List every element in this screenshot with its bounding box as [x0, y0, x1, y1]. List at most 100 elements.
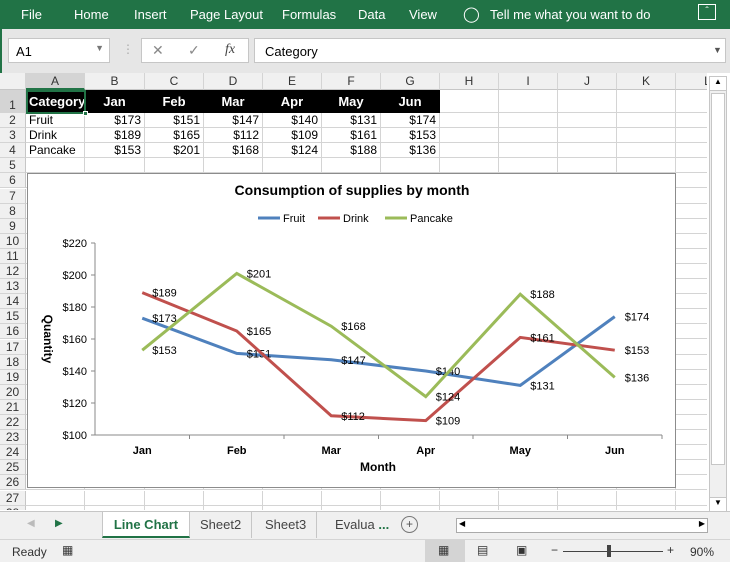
cell-L5[interactable]	[676, 158, 707, 174]
cell-L7[interactable]	[676, 189, 707, 204]
cell-A2[interactable]: Fruit	[26, 113, 85, 129]
cell-G4[interactable]: $136	[381, 143, 440, 159]
column-header-E[interactable]: E	[263, 73, 322, 90]
cell-C27[interactable]	[145, 490, 204, 506]
cell-D28[interactable]	[204, 505, 263, 510]
cell-G1[interactable]: Jun	[381, 90, 440, 113]
cell-G2[interactable]: $174	[381, 113, 440, 129]
row-header-17[interactable]: 17	[0, 339, 26, 355]
cell-F4[interactable]: $188	[322, 143, 381, 159]
cell-D4[interactable]: $168	[204, 143, 263, 159]
cell-L17[interactable]	[676, 340, 707, 355]
cell-B1[interactable]: Jan	[85, 90, 145, 113]
cell-I27[interactable]	[499, 490, 558, 506]
zoom-slider-thumb[interactable]	[607, 545, 611, 557]
zoom-level[interactable]: 90%	[690, 545, 715, 559]
enter-icon[interactable]: ✓	[188, 42, 200, 58]
cell-I28[interactable]	[499, 505, 558, 510]
scroll-right-icon[interactable]: ▶	[698, 519, 705, 528]
page-layout-view-icon[interactable]: ▤	[477, 543, 489, 557]
row-header-21[interactable]: 21	[0, 399, 26, 415]
column-header-L[interactable]: L	[676, 73, 707, 90]
cell-L28[interactable]	[676, 506, 707, 510]
cell-K5[interactable]	[617, 158, 676, 174]
ribbon-collapse-icon[interactable]: ˆ	[698, 4, 716, 20]
cell-H5[interactable]	[440, 158, 499, 174]
row-header-5[interactable]: 5	[0, 158, 26, 174]
menu-insert[interactable]: Insert	[134, 7, 167, 22]
column-header-C[interactable]: C	[145, 73, 204, 90]
row-header-12[interactable]: 12	[0, 264, 26, 280]
name-box[interactable]: A1 ▼	[8, 38, 110, 63]
cell-B27[interactable]	[85, 490, 145, 506]
menu-view[interactable]: View	[409, 7, 437, 22]
cell-F2[interactable]: $131	[322, 113, 381, 129]
menu-file[interactable]: File	[21, 7, 42, 22]
cell-G3[interactable]: $153	[381, 128, 440, 144]
cell-L21[interactable]	[676, 400, 707, 415]
cell-I1[interactable]	[499, 90, 558, 113]
cell-K1[interactable]	[617, 90, 676, 113]
tab-sheet2[interactable]: Sheet2	[190, 512, 253, 538]
cell-L26[interactable]	[676, 475, 707, 491]
column-header-G[interactable]: G	[381, 73, 440, 90]
cell-F3[interactable]: $161	[322, 128, 381, 144]
page-break-view-icon[interactable]: ▣	[516, 543, 528, 557]
row-header-18[interactable]: 18	[0, 354, 26, 370]
column-header-A[interactable]: A	[26, 73, 85, 90]
cell-E1[interactable]: Apr	[263, 90, 322, 113]
menu-home[interactable]: Home	[74, 7, 109, 22]
cell-E4[interactable]: $124	[263, 143, 322, 159]
column-header-J[interactable]: J	[558, 73, 617, 90]
cell-L13[interactable]	[676, 279, 707, 295]
cell-L22[interactable]	[676, 415, 707, 431]
cell-K27[interactable]	[617, 490, 676, 506]
menu-page-layout[interactable]: Page Layout	[190, 7, 264, 22]
cell-L11[interactable]	[676, 249, 707, 264]
cell-F1[interactable]: May	[322, 90, 381, 113]
row-header-19[interactable]: 19	[0, 369, 26, 385]
row-header-28[interactable]: 28	[0, 505, 26, 510]
chevron-down-icon[interactable]: ▼	[95, 43, 104, 53]
column-header-H[interactable]: H	[440, 73, 499, 90]
cell-L25[interactable]	[676, 460, 707, 476]
cell-L3[interactable]	[676, 128, 707, 144]
line-chart[interactable]: Consumption of supplies by month Month Qua…	[27, 173, 676, 488]
vertical-scrollbar[interactable]: ▲ ▼	[709, 76, 727, 512]
cell-K4[interactable]	[617, 143, 676, 159]
cell-C2[interactable]: $151	[145, 113, 204, 129]
zoom-slider[interactable]	[563, 551, 663, 552]
cell-L12[interactable]	[676, 264, 707, 280]
cell-J5[interactable]	[558, 158, 617, 174]
cell-G27[interactable]	[381, 490, 440, 506]
cell-A5[interactable]	[26, 158, 85, 174]
cell-G5[interactable]	[381, 158, 440, 174]
tell-me-search[interactable]: Tell me what you want to do	[490, 7, 651, 22]
scroll-thumb[interactable]	[711, 93, 725, 465]
cell-H3[interactable]	[440, 128, 499, 144]
row-header-10[interactable]: 10	[0, 233, 26, 249]
cell-I5[interactable]	[499, 158, 558, 174]
row-header-11[interactable]: 11	[0, 248, 26, 264]
expand-formula-icon[interactable]: ▼	[713, 45, 722, 55]
cell-F5[interactable]	[322, 158, 381, 174]
row-header-24[interactable]: 24	[0, 445, 26, 461]
cell-B2[interactable]: $173	[85, 113, 145, 129]
cell-I4[interactable]	[499, 143, 558, 159]
menu-data[interactable]: Data	[358, 7, 386, 22]
scroll-up-icon[interactable]: ▲	[710, 77, 726, 91]
cell-D27[interactable]	[204, 490, 263, 506]
cell-F27[interactable]	[322, 490, 381, 506]
fill-handle[interactable]	[83, 111, 88, 116]
cell-C3[interactable]: $165	[145, 128, 204, 144]
cell-L10[interactable]	[676, 234, 707, 249]
cell-L14[interactable]	[676, 294, 707, 310]
row-header-2[interactable]: 2	[0, 113, 26, 129]
row-header-13[interactable]: 13	[0, 279, 26, 295]
cell-A3[interactable]: Drink	[26, 128, 85, 144]
prev-sheet-icon[interactable]: ◀	[27, 518, 35, 529]
cell-L27[interactable]	[676, 491, 707, 506]
column-header-D[interactable]: D	[204, 73, 263, 90]
cell-H27[interactable]	[440, 490, 499, 506]
normal-view-button[interactable]: ▦	[425, 540, 465, 562]
